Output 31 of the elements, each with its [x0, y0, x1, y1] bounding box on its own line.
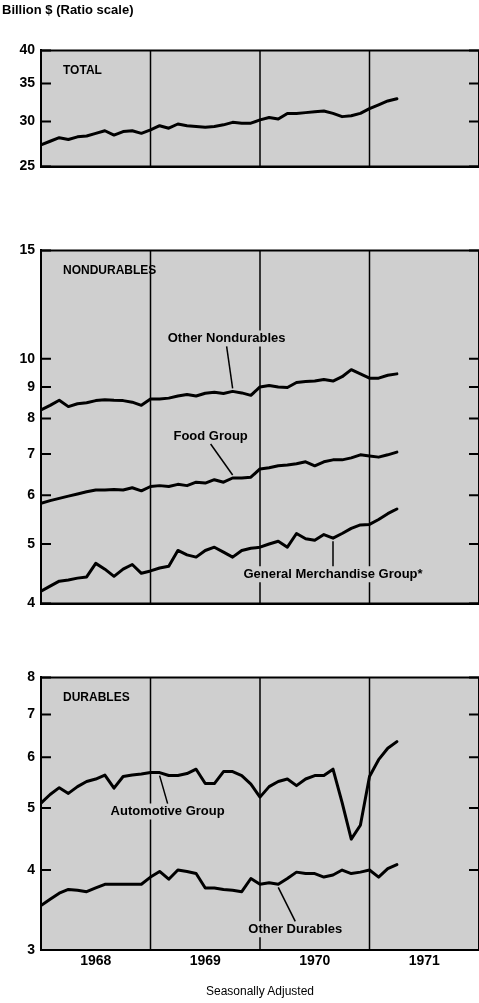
y-tick-label: 8 [27, 668, 36, 685]
text: DURABLES [63, 690, 130, 705]
y-tick-label: 15 [19, 241, 36, 258]
y-tick-label: 25 [19, 157, 36, 174]
text: Other Durables [248, 920, 343, 936]
y-tick-label: 8 [27, 409, 36, 426]
x-axis-title: Seasonally Adjusted [205, 984, 315, 999]
y-tick-label: 9 [27, 377, 36, 394]
y-axis-title: Billion $ (Ratio scale) [2, 2, 134, 17]
y-tick-label: 6 [27, 748, 36, 765]
y-tick-label: 7 [27, 444, 36, 461]
y-tick-label: 30 [19, 112, 36, 129]
x-tick-label: 1970 [299, 952, 331, 969]
y-tick-label: 4 [27, 594, 36, 611]
x-tick-label: 1971 [408, 952, 441, 969]
y-tick-label: 3 [27, 940, 36, 957]
y-tick-label: 6 [27, 486, 36, 503]
x-tick-label: 1969 [189, 952, 222, 969]
y-tick-label: 4 [27, 860, 36, 877]
legend-label: General Merchandise Group* [243, 565, 424, 581]
y-tick-label: 5 [27, 798, 36, 815]
text: Other Nondurables [167, 329, 286, 345]
y-tick-label: 40 [19, 41, 36, 58]
y-tick-label: 7 [27, 705, 36, 722]
y-tick-label: 5 [27, 534, 36, 551]
legend-label: Automotive Group [110, 803, 225, 819]
y-tick-label: 35 [19, 74, 36, 91]
text: Food Group [173, 427, 248, 443]
x-tick-label: 1968 [80, 952, 112, 969]
text: TOTAL [63, 63, 102, 78]
y-tick-label: 10 [19, 349, 36, 366]
